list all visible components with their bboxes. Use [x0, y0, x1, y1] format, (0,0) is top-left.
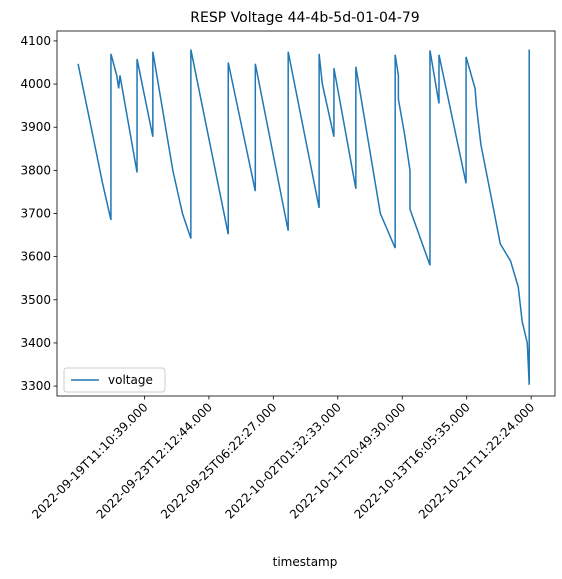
y-tick-label: 3400: [20, 336, 51, 350]
y-tick-label: 3800: [20, 163, 51, 177]
y-tick-label: 3600: [20, 250, 51, 264]
y-tick-label: 3500: [20, 293, 51, 307]
x-tick-label: 2022-10-13T16:05:35.000: [351, 400, 472, 521]
x-tick-label: 2022-10-21T11:22:24.000: [416, 400, 537, 521]
y-tick-label: 3900: [20, 120, 51, 134]
plot-frame: [56, 30, 556, 397]
data-line: [77, 49, 530, 385]
y-tick-label: 4100: [20, 34, 51, 48]
y-tick-label: 4000: [20, 77, 51, 91]
x-tick-label: 2022-09-19T11:10:39.000: [29, 400, 150, 521]
y-tick-label: 3700: [20, 207, 51, 221]
x-tick-label: 2022-09-23T12:12:44.000: [94, 400, 215, 521]
x-tick-label: 2022-10-11T20:49:30.000: [287, 400, 408, 521]
x-tick-label: 2022-09-25T06:22:27.000: [158, 400, 279, 521]
y-tick-label: 3300: [20, 379, 51, 393]
legend-label: voltage: [108, 373, 153, 387]
chart-title: RESP Voltage 44-4b-5d-01-04-79: [190, 10, 419, 26]
x-axis-label: timestamp: [273, 555, 338, 569]
legend-box: [63, 367, 166, 393]
x-tick-label: 2022-10-02T01:32:33.000: [223, 400, 344, 521]
